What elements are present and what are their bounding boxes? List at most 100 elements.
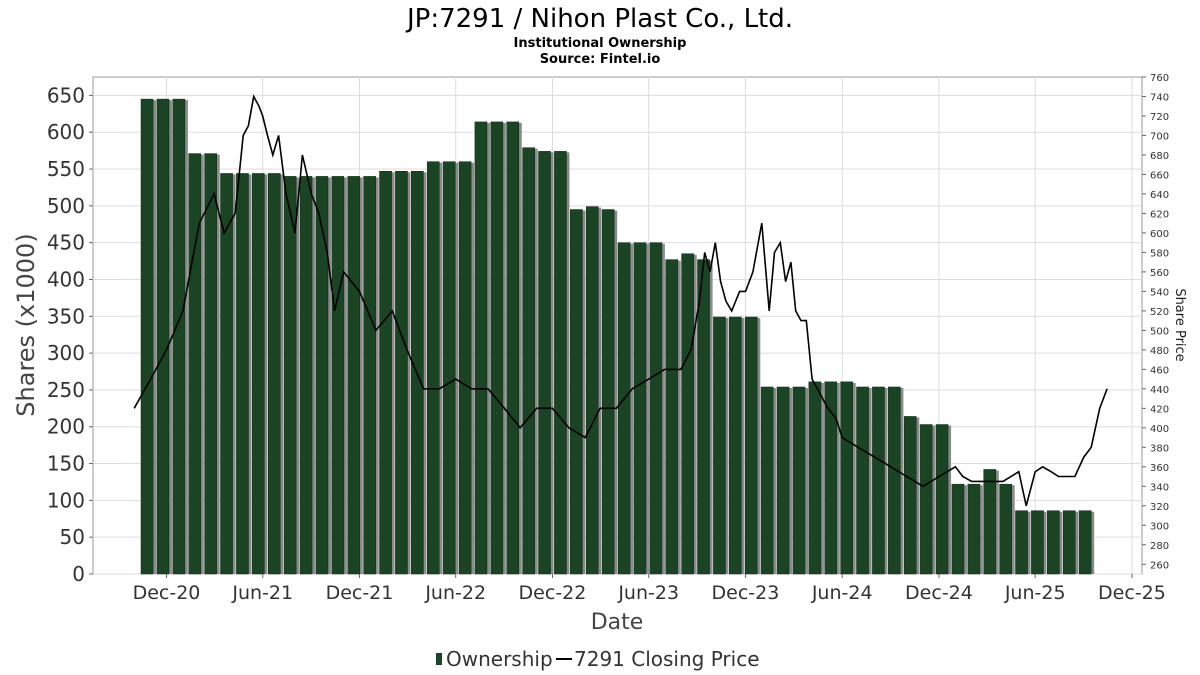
left-tick-label: 250	[47, 378, 85, 402]
ownership-bar	[808, 381, 822, 575]
ownership-bar	[872, 386, 885, 575]
ownership-bar	[347, 176, 361, 575]
right-tick-label: 740	[1150, 92, 1169, 103]
x-tick-label: Jun-21	[231, 582, 293, 604]
right-tick-label: 700	[1150, 131, 1169, 142]
ownership-bar	[649, 242, 663, 575]
price-line	[133, 94, 1108, 507]
ownership-bar	[951, 483, 965, 575]
ownership-bar	[1031, 510, 1044, 575]
left-tick-label: 50	[60, 525, 85, 549]
left-tick-label: 350	[47, 304, 85, 328]
ownership-bar	[220, 173, 233, 575]
ownership-bar	[442, 161, 456, 575]
left-tick-label: 200	[47, 415, 85, 439]
right-tick-label: 760	[1150, 73, 1169, 84]
ownership-bar	[1047, 510, 1060, 575]
ownership-bar	[776, 386, 790, 575]
x-axis-ticks: Dec-20 Jun-21 Dec-21 Jun-22 Dec-22 Jun-23 Dec-…	[133, 574, 1166, 604]
ownership-bar	[140, 98, 154, 575]
ownership-bar	[1015, 510, 1028, 575]
right-tick-label: 380	[1150, 443, 1169, 454]
ownership-bar	[538, 151, 551, 575]
right-tick-label: 400	[1150, 424, 1169, 435]
right-tick-label: 440	[1150, 385, 1169, 396]
right-tick-label: 260	[1150, 560, 1169, 571]
ownership-bar	[1078, 510, 1092, 575]
left-tick-label: 0	[72, 562, 85, 586]
ownership-bar	[585, 206, 599, 575]
ownership-bar	[252, 173, 265, 575]
ownership-bar	[172, 98, 186, 575]
left-tick-label: 450	[47, 231, 85, 255]
ownership-bar	[188, 153, 202, 575]
x-tick-label: Dec-22	[519, 582, 587, 604]
y2-axis-label: Share Price	[1172, 288, 1187, 361]
ownership-bar	[490, 121, 504, 575]
ownership-bar	[792, 386, 806, 575]
right-tick-label: 520	[1150, 307, 1169, 318]
right-tick-label: 560	[1150, 268, 1169, 279]
x-tick-label: Jun-23	[617, 582, 679, 604]
left-tick-label: 600	[47, 120, 85, 144]
ownership-bar	[713, 316, 726, 575]
ownership-bar	[935, 424, 949, 575]
right-tick-label: 320	[1150, 502, 1169, 513]
ownership-bar	[760, 386, 774, 575]
x-tick-label: Jun-22	[424, 582, 486, 604]
legend: Ownership 7291 Closing Price	[436, 647, 760, 671]
plot-area	[92, 76, 1143, 575]
right-tick-label: 540	[1150, 287, 1169, 298]
ownership-bar	[331, 176, 345, 575]
ownership-bar	[888, 386, 901, 575]
ownership-bar	[967, 483, 981, 575]
ownership-bar	[729, 316, 742, 575]
ownership-bar	[267, 173, 281, 575]
left-axis-ticks: 0 50 100 150 200 250 300 350 400 450 500 550 600 650	[47, 83, 93, 586]
x-tick-label: Jun-24	[811, 582, 873, 604]
ownership-bar	[633, 242, 647, 575]
right-tick-label: 480	[1150, 346, 1169, 357]
ownership-bar	[554, 151, 567, 575]
legend-ownership-label: Ownership	[446, 647, 553, 671]
left-tick-label: 100	[47, 488, 85, 512]
left-tick-label: 400	[47, 267, 85, 291]
ownership-bar	[299, 176, 313, 575]
y-axis-label: Shares (x1000)	[12, 233, 40, 416]
ownership-bar	[617, 242, 631, 575]
x-tick-label: Dec-21	[326, 582, 394, 604]
x-axis-label: Date	[591, 610, 644, 635]
ownership-bar	[840, 381, 853, 575]
ownership-bar	[236, 173, 249, 575]
ownership-bar	[522, 147, 535, 575]
ownership-bars	[140, 98, 1095, 575]
right-tick-label: 620	[1150, 209, 1169, 220]
left-tick-label: 500	[47, 194, 85, 218]
ownership-bar	[204, 153, 217, 575]
right-tick-label: 360	[1150, 463, 1169, 474]
ownership-bar	[506, 121, 520, 575]
right-tick-label: 280	[1150, 541, 1169, 552]
right-tick-label: 340	[1150, 482, 1169, 493]
right-tick-label: 300	[1150, 521, 1169, 532]
right-tick-label: 720	[1150, 112, 1169, 123]
left-tick-label: 650	[47, 83, 85, 107]
left-tick-label: 150	[47, 452, 85, 476]
ownership-bar	[570, 209, 583, 575]
ownership-bar	[903, 416, 917, 575]
ownership-bar	[379, 170, 392, 575]
right-tick-label: 460	[1150, 365, 1169, 376]
ownership-bar	[156, 98, 170, 575]
chart-source: Source: Fintel.io	[540, 52, 661, 67]
ownership-bar	[681, 253, 694, 575]
ownership-bar	[999, 483, 1012, 575]
ownership-bar	[601, 209, 615, 575]
x-tick-label: Dec-20	[133, 582, 201, 604]
right-tick-label: 580	[1150, 248, 1169, 259]
right-tick-label: 680	[1150, 151, 1169, 162]
ownership-bar	[983, 469, 997, 575]
ownership-bar	[315, 176, 329, 575]
left-tick-label: 550	[47, 157, 85, 181]
ownership-bar	[665, 259, 679, 575]
right-tick-label: 660	[1150, 170, 1169, 181]
